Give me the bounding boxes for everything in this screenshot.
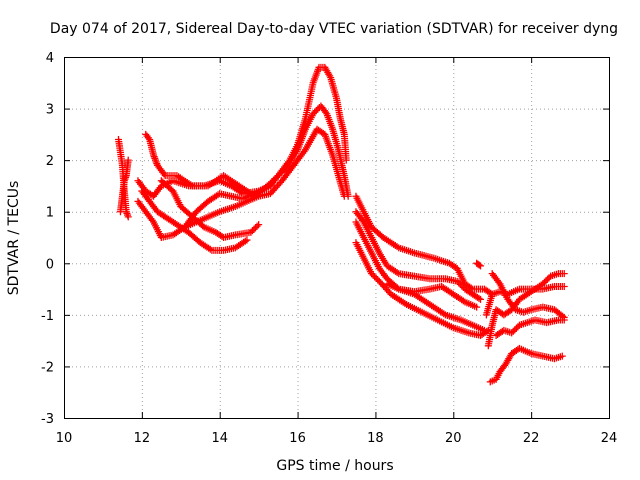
data-point-markers bbox=[488, 270, 568, 321]
data-point-markers bbox=[142, 102, 352, 200]
y-tick-label: 1 bbox=[46, 206, 54, 221]
x-tick-labels: 10 12 14 16 18 20 22 24 bbox=[56, 431, 618, 446]
data-point-markers bbox=[352, 192, 496, 298]
series-track-2 bbox=[116, 156, 132, 216]
x-tick-label: 10 bbox=[56, 431, 73, 446]
data-point-markers bbox=[116, 156, 132, 216]
series-track-10 bbox=[352, 208, 485, 303]
data-point-markers bbox=[473, 259, 485, 270]
series-track-9 bbox=[352, 192, 496, 298]
x-tick-label: 24 bbox=[601, 431, 618, 446]
y-axis-label: SDTVAR / TECUs bbox=[6, 181, 22, 296]
series-track-15 bbox=[484, 270, 568, 350]
series-track-13 bbox=[383, 280, 488, 334]
data-point-markers bbox=[181, 182, 274, 231]
data-point-markers bbox=[486, 344, 566, 386]
x-tick-label: 18 bbox=[367, 431, 384, 446]
data-point-markers bbox=[492, 316, 568, 339]
series-track-17 bbox=[492, 316, 568, 339]
data-point-markers bbox=[352, 239, 492, 339]
series-track-4 bbox=[142, 102, 352, 200]
y-tick-label: -2 bbox=[41, 360, 54, 375]
y-tick-label: 2 bbox=[46, 154, 54, 169]
plot-frame bbox=[64, 57, 610, 419]
y-tick-label: 4 bbox=[46, 51, 54, 66]
x-tick-label: 20 bbox=[445, 431, 462, 446]
y-tick-label: 3 bbox=[46, 103, 54, 118]
y-tick-label: 0 bbox=[46, 257, 54, 272]
series-track-14 bbox=[486, 344, 566, 386]
y-tick-label: -3 bbox=[41, 412, 54, 427]
data-points bbox=[115, 63, 568, 386]
x-tick-label: 16 bbox=[289, 431, 306, 446]
series-track-18 bbox=[488, 270, 568, 321]
series-track-7 bbox=[157, 177, 263, 241]
series-track-19 bbox=[473, 259, 485, 270]
chart-title: Day 074 of 2017, Sidereal Day-to-day VTE… bbox=[50, 21, 618, 37]
data-point-markers bbox=[352, 208, 485, 303]
x-tick-label: 14 bbox=[211, 431, 228, 446]
series-track-12 bbox=[352, 239, 492, 339]
series-track-8 bbox=[181, 182, 274, 231]
x-tick-label: 12 bbox=[134, 431, 151, 446]
x-tick-label: 22 bbox=[523, 431, 540, 446]
data-point-markers bbox=[484, 270, 568, 350]
y-tick-labels: 4 3 2 1 0 -1 -2 -3 bbox=[41, 51, 54, 427]
x-axis-label: GPS time / hours bbox=[276, 458, 393, 474]
data-point-markers bbox=[157, 177, 263, 241]
data-point-markers bbox=[383, 280, 488, 334]
y-tick-label: -1 bbox=[41, 309, 54, 324]
